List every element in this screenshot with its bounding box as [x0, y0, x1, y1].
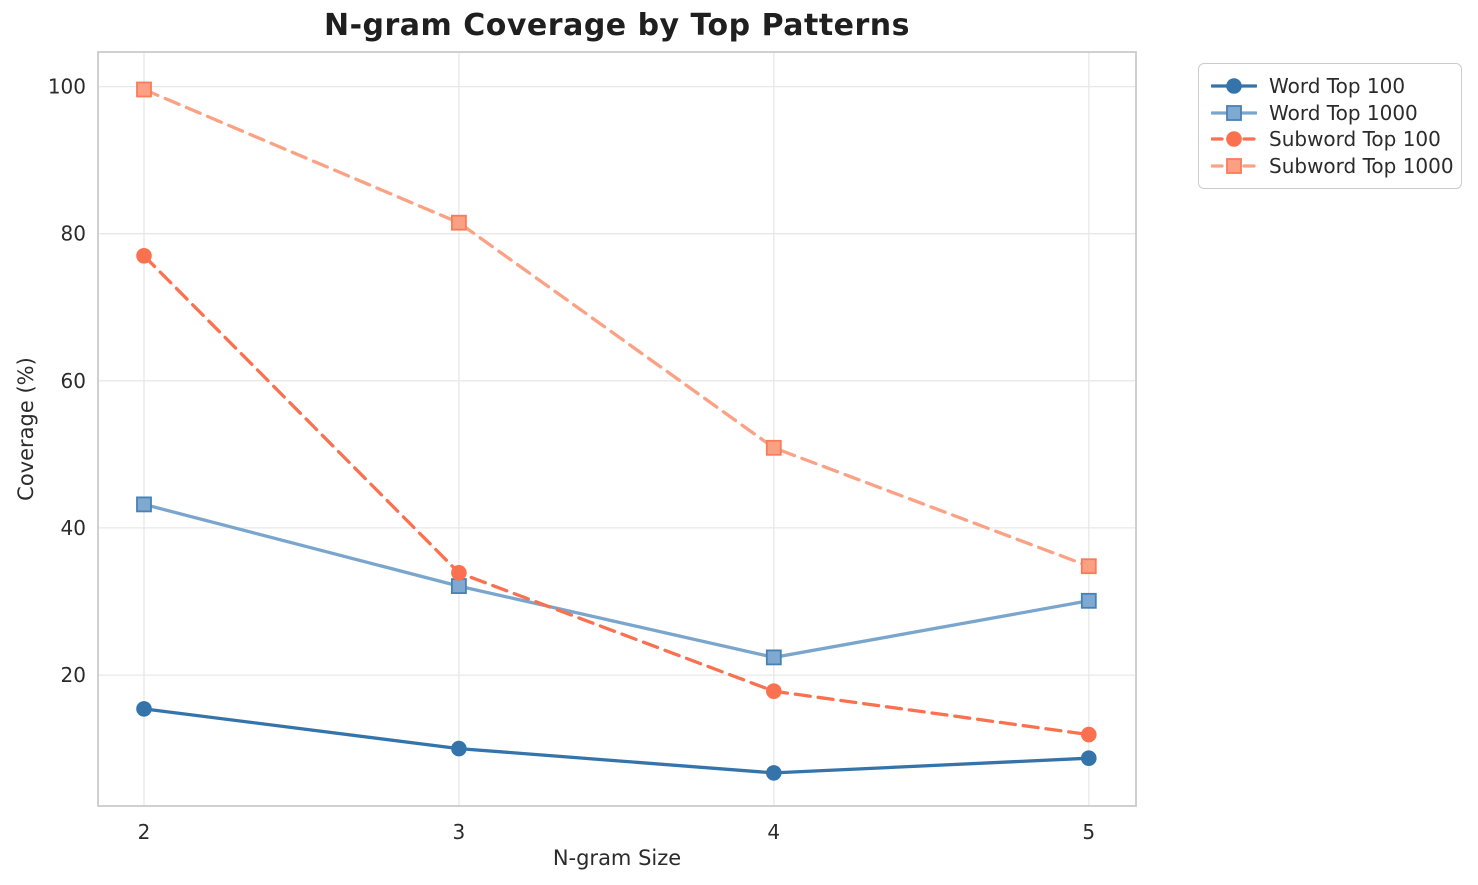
series-marker-word-top-1000 [450, 578, 467, 594]
series-marker-subword-top-1000 [765, 439, 782, 456]
y-tick-label: 20 [61, 663, 86, 687]
legend-label: Subword Top 100 [1269, 127, 1441, 152]
legend-sample-subword-top-1000 [1211, 157, 1257, 174]
series-marker-subword-top-100 [136, 248, 152, 264]
series-marker-word-top-1000 [136, 496, 152, 513]
series-marker-word-top-1000 [1080, 592, 1097, 609]
x-tick-label: 2 [138, 820, 151, 844]
legend-sample-marker [1226, 78, 1242, 95]
series-marker-subword-top-1000 [136, 81, 152, 98]
series-marker-subword-top-100 [451, 564, 467, 581]
x-tick-label: 4 [767, 820, 780, 844]
legend-sample-marker [1226, 104, 1242, 121]
legend-sample-marker [1226, 157, 1242, 174]
legend-item-subword-top-100: Subword Top 100 [1211, 126, 1449, 152]
series-marker-word-top-100 [765, 765, 782, 781]
legend-item-subword-top-1000: Subword Top 1000 [1211, 153, 1454, 179]
legend-label: Word Top 100 [1269, 74, 1406, 99]
series-line-subword-top-100 [142, 254, 1091, 737]
chart-title: N-gram Coverage by Top Patterns [323, 8, 911, 43]
y-tick-label: 80 [61, 222, 86, 246]
plot-border [97, 51, 1137, 807]
y-tick-label: 100 [48, 75, 86, 99]
legend-item-word-top-100: Word Top 100 [1211, 73, 1449, 99]
series-line-word-top-100 [142, 707, 1091, 775]
x-tick-label: 3 [453, 820, 466, 844]
legend-sample-subword-top-100 [1211, 131, 1257, 148]
series-marker-word-top-1000 [765, 649, 782, 666]
series-marker-word-top-100 [451, 740, 467, 757]
legend-sample-word-top-100 [1211, 78, 1257, 95]
x-axis-label: N-gram Size [552, 846, 682, 870]
legend: Word Top 100 Word Top 1000 Subword Top 100… [1198, 63, 1462, 189]
series-marker-subword-top-1000 [1080, 558, 1097, 575]
y-tick-label: 40 [61, 516, 86, 540]
series-line-word-top-1000 [142, 502, 1091, 660]
legend-label: Word Top 1000 [1269, 100, 1418, 125]
x-tick-label: 5 [1082, 820, 1095, 844]
series-marker-subword-top-100 [765, 683, 782, 700]
series-marker-subword-top-1000 [450, 214, 467, 231]
y-axis-label: Coverage (%) [14, 357, 38, 501]
legend-sample-marker [1226, 131, 1242, 148]
series-marker-word-top-100 [136, 701, 152, 717]
series-marker-word-top-100 [1081, 750, 1097, 767]
y-tick-label: 60 [61, 369, 86, 393]
legend-label: Subword Top 1000 [1269, 153, 1454, 178]
legend-item-word-top-1000: Word Top 1000 [1211, 100, 1449, 126]
series-line-subword-top-1000 [142, 87, 1091, 568]
series-marker-subword-top-100 [1081, 726, 1097, 743]
legend-sample-word-top-1000 [1211, 104, 1257, 121]
